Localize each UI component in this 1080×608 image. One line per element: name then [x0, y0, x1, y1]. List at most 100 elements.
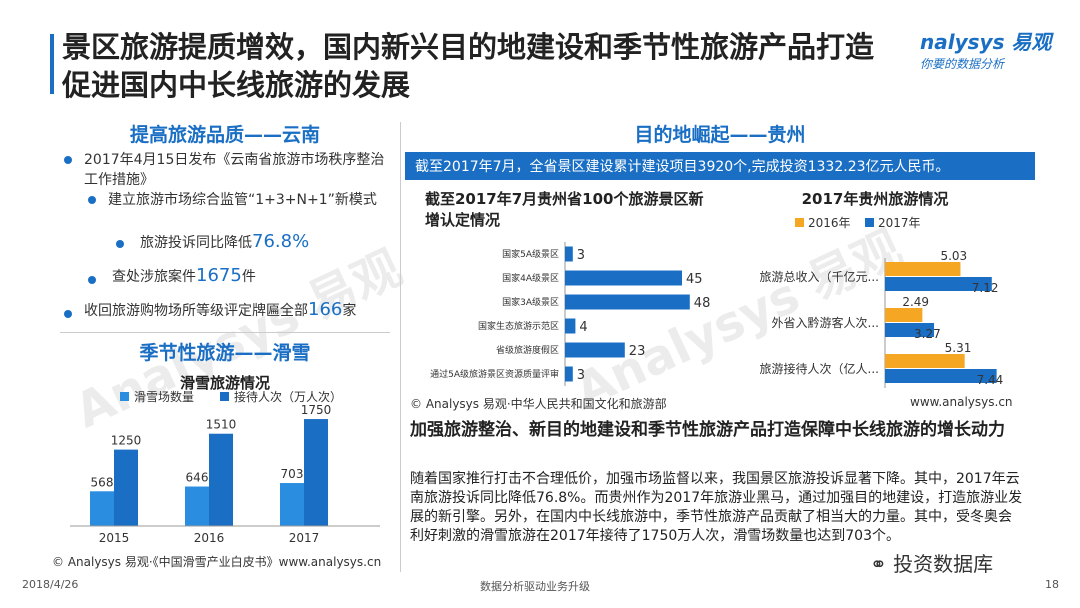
page-number: 18 [1045, 578, 1059, 591]
summary-body: 随着国家推行打击不合理低价，加强市场监督以来，我国景区旅游投诉显著下降。其中，2… [410, 471, 1023, 544]
tick-label: 2015 [99, 531, 130, 545]
tick-label: 国家4A级景区 [502, 272, 559, 284]
scenic-chart-title: 截至2017年7月贵州省100个旅游景区新增认定情况 [425, 190, 704, 229]
bullet-dot [64, 156, 72, 164]
guizhou-banner: 截至2017年7月，全省景区建设累计建设项目3920个,完成投资1332.23亿… [405, 152, 1035, 180]
column-divider [400, 122, 401, 572]
logo-brand: nalysys 易观 [920, 30, 1052, 54]
tick-label: 旅游总收入（千亿元... [760, 269, 879, 284]
legend-swatch [795, 218, 804, 227]
plaques-label: 收回旅游购物场所等级评定牌匾全部 [84, 303, 308, 319]
bullet-dot [116, 240, 124, 248]
data-label: 45 [686, 272, 703, 287]
data-label: 703 [281, 467, 304, 481]
bullet-dot [64, 310, 72, 318]
bar [885, 369, 997, 383]
plaques-unit: 家 [342, 303, 357, 319]
cases-unit: 件 [241, 269, 256, 285]
guizhou-source-url: www.analysys.cn [910, 395, 1013, 409]
complaints-label: 旅游投诉同比降低 [140, 235, 252, 251]
data-label: 4 [579, 320, 587, 335]
complaints-value: 76.8% [252, 231, 310, 252]
bar [185, 486, 209, 526]
data-label: 3 [577, 368, 585, 383]
tick-label: 国家3A级景区 [502, 296, 559, 308]
cases-label: 查处涉旅案件 [112, 269, 196, 285]
tick-label: 国家生态旅游示范区 [478, 320, 559, 332]
bar [565, 246, 573, 262]
bar [565, 270, 682, 286]
bullet-policy: 2017年4月15日发布《云南省旅游市场秩序整治工作措施》 [84, 152, 385, 188]
legend-label: 滑雪场数量 [134, 389, 194, 404]
data-label: 7.12 [972, 281, 999, 295]
data-label: 7.44 [977, 373, 1004, 387]
bar [885, 277, 992, 291]
wechat-icon: ⚭ [870, 552, 887, 576]
section-title-ski: 季节性旅游——滑雪 [139, 342, 311, 364]
ski-chart-title: 滑雪旅游情况 [179, 374, 270, 392]
analysys-logo: nalysys 易观 你要的数据分析 [920, 26, 1060, 72]
data-label: 5.03 [940, 249, 967, 263]
data-label: 2.49 [902, 295, 929, 309]
bar [565, 342, 625, 358]
bar [885, 354, 965, 368]
tick-label: 2017 [289, 531, 320, 545]
tourism-chart-title: 2017年贵州旅游情况 [801, 190, 949, 208]
logo-slogan: 你要的数据分析 [920, 57, 1005, 71]
data-label: 5.31 [945, 341, 972, 355]
data-label: 3 [577, 248, 585, 263]
bullet-dot [88, 276, 96, 284]
bar [114, 449, 138, 526]
footer-slogan: 数据分析驱动业务升级 [480, 580, 590, 593]
bullet-dot [88, 196, 96, 204]
bullet-cases: 查处涉旅案件1675件 [112, 266, 256, 287]
data-label: 48 [694, 296, 711, 311]
tick-label: 2016 [194, 531, 225, 545]
bullet-complaints: 旅游投诉同比降低76.8% [140, 232, 309, 253]
tick-label: 省级旅游度假区 [496, 344, 559, 356]
wechat-account: ⚭ 投资数据库 [870, 548, 993, 577]
summary-title: 加强旅游整治、新目的地建设和季节性旅游产品打造保障中长线旅游的增长动力 [410, 420, 1005, 440]
bar [565, 318, 576, 334]
bar [885, 323, 935, 337]
data-label: 646 [186, 471, 209, 485]
cases-value: 1675 [196, 265, 242, 286]
bullet-supervision: 建立旅游市场综合监管“1+3+N+1”新模式 [108, 192, 377, 208]
ski-chart: 滑雪场数量 接待人次（万人次） 568 1250 2015 646 1510 2016 703 1… [70, 389, 380, 545]
ski-source: © Analysys 易观·《中国滑雪产业白皮书》www.analysys.cn [52, 555, 382, 569]
data-label: 1510 [206, 418, 237, 432]
legend-swatch [865, 218, 874, 227]
bar [304, 419, 328, 526]
data-label: 3.27 [914, 327, 941, 341]
bar [565, 294, 690, 310]
bar [565, 366, 573, 382]
bar [280, 483, 304, 526]
section-title-yunnan: 提高旅游品质——云南 [129, 124, 320, 146]
scenic-chart: 国家5A级景区 3 国家4A级景区 45 国家3A级景区 48 国家生态旅游示范区 4 省级旅游… [430, 242, 711, 386]
title-line-1: 景区旅游提质增效，国内新兴目的地建设和季节性旅游产品打造 [62, 30, 875, 64]
guizhou-source: © Analysys 易观·中华人民共和国文化和旅游部 [410, 397, 667, 411]
bar [885, 262, 961, 276]
data-label: 1750 [301, 403, 332, 417]
legend-label: 接待人次（万人次） [234, 389, 342, 404]
legend-swatch [220, 392, 229, 401]
footer-date: 2018/4/26 [22, 578, 79, 591]
section-divider [60, 332, 390, 333]
data-label: 568 [91, 475, 114, 489]
section-title-guizhou: 目的地崛起——贵州 [634, 124, 806, 146]
tick-label: 国家5A级景区 [502, 248, 559, 260]
wechat-account-name: 投资数据库 [893, 552, 994, 576]
legend-swatch [120, 392, 129, 401]
bullet-plaques: 收回旅游购物场所等级评定牌匾全部166家 [84, 300, 356, 321]
tick-label: 外省入黔游客人次... [772, 315, 879, 330]
legend-label: 2017年 [878, 216, 921, 230]
title-accent-bar [50, 34, 54, 94]
tick-label: 旅游接待人次（亿人... [760, 361, 879, 376]
bar [885, 308, 923, 322]
tick-label: 通过5A级旅游景区资源质量评审 [430, 368, 559, 380]
data-label: 23 [629, 344, 646, 359]
plaques-value: 166 [308, 299, 343, 320]
bar [90, 491, 114, 526]
data-label: 1250 [111, 434, 142, 448]
